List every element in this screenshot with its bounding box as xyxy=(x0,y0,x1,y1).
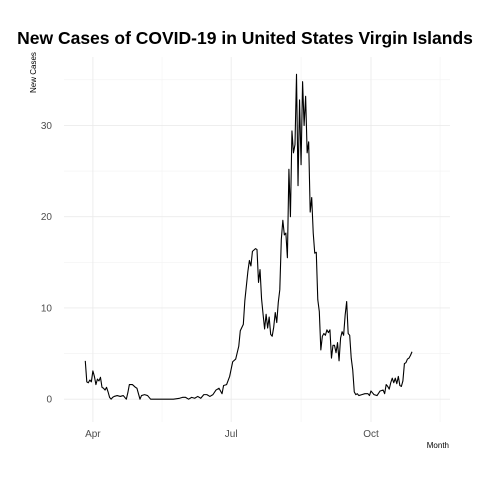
y-tick-label: 0 xyxy=(46,395,52,406)
x-axis-label: Month xyxy=(427,441,449,450)
x-tick-label: Oct xyxy=(363,429,379,440)
series-layer xyxy=(84,73,413,400)
y-axis-label: New Cases xyxy=(29,52,38,93)
y-tick-label: 20 xyxy=(41,212,53,223)
new-cases-line xyxy=(84,73,413,400)
chart-title: New Cases of COVID-19 in United States V… xyxy=(17,28,473,48)
y-tick-label: 10 xyxy=(41,303,53,314)
tick-labels: 0 10 20 30 Apr Jul Oct xyxy=(41,121,379,440)
x-tick-label: Apr xyxy=(85,429,101,440)
gridlines xyxy=(64,57,450,422)
x-tick-label: Jul xyxy=(225,429,238,440)
y-tick-label: 30 xyxy=(41,121,53,132)
